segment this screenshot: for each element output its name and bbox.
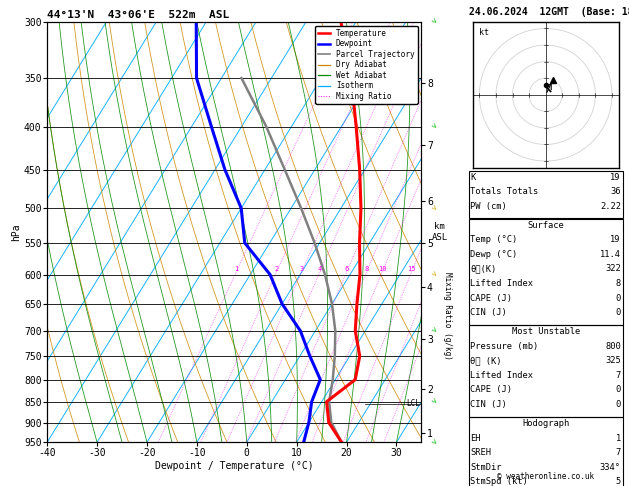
Text: Surface: Surface <box>527 221 564 230</box>
Text: 24.06.2024  12GMT  (Base: 18): 24.06.2024 12GMT (Base: 18) <box>469 7 629 17</box>
Text: Most Unstable: Most Unstable <box>511 327 580 336</box>
Y-axis label: km
ASL: km ASL <box>431 223 448 242</box>
Text: 325: 325 <box>605 356 621 365</box>
Text: 800: 800 <box>605 342 621 351</box>
Text: Totals Totals: Totals Totals <box>470 187 539 196</box>
Text: 0: 0 <box>616 400 621 409</box>
Text: 7: 7 <box>616 448 621 457</box>
Text: kt: kt <box>479 29 489 37</box>
Text: Mixing Ratio (g/kg): Mixing Ratio (g/kg) <box>443 272 452 360</box>
Text: >: > <box>428 122 438 132</box>
Text: 1: 1 <box>616 434 621 443</box>
Text: 15: 15 <box>408 266 416 272</box>
Text: >: > <box>428 17 438 27</box>
Text: Lifted Index: Lifted Index <box>470 279 533 288</box>
Text: 11.4: 11.4 <box>600 250 621 259</box>
Text: EH: EH <box>470 434 481 443</box>
Text: >: > <box>428 326 438 336</box>
Text: Hodograph: Hodograph <box>522 419 569 428</box>
Text: 322: 322 <box>605 264 621 274</box>
Text: 36: 36 <box>610 187 621 196</box>
Text: 4: 4 <box>318 266 322 272</box>
Text: >: > <box>428 270 438 279</box>
Text: Lifted Index: Lifted Index <box>470 371 533 380</box>
Text: Pressure (mb): Pressure (mb) <box>470 342 539 351</box>
Text: 3: 3 <box>299 266 304 272</box>
Text: 0: 0 <box>616 308 621 317</box>
Text: θᴇ (K): θᴇ (K) <box>470 356 502 365</box>
Text: 2.22: 2.22 <box>600 202 621 211</box>
Legend: Temperature, Dewpoint, Parcel Trajectory, Dry Adiabat, Wet Adiabat, Isotherm, Mi: Temperature, Dewpoint, Parcel Trajectory… <box>315 26 418 104</box>
Text: 6: 6 <box>345 266 349 272</box>
Text: 44°13'N  43°06'E  522m  ASL: 44°13'N 43°06'E 522m ASL <box>47 10 230 20</box>
Text: >: > <box>428 397 438 407</box>
Text: StmSpd (kt): StmSpd (kt) <box>470 477 528 486</box>
Text: >: > <box>428 203 438 213</box>
Text: 19: 19 <box>610 235 621 244</box>
Text: StmDir: StmDir <box>470 463 502 472</box>
Text: CIN (J): CIN (J) <box>470 400 507 409</box>
Y-axis label: hPa: hPa <box>11 223 21 241</box>
Text: 7: 7 <box>616 371 621 380</box>
Text: Dewp (°C): Dewp (°C) <box>470 250 518 259</box>
Text: 8: 8 <box>364 266 369 272</box>
Text: >: > <box>428 437 438 447</box>
Text: K: K <box>470 173 476 182</box>
Text: 1: 1 <box>234 266 238 272</box>
Text: 0: 0 <box>616 385 621 395</box>
Text: CAPE (J): CAPE (J) <box>470 294 513 303</box>
Text: θᴇ(K): θᴇ(K) <box>470 264 497 274</box>
Text: 10: 10 <box>378 266 387 272</box>
Text: © weatheronline.co.uk: © weatheronline.co.uk <box>497 472 594 481</box>
Text: CAPE (J): CAPE (J) <box>470 385 513 395</box>
Text: 0: 0 <box>616 294 621 303</box>
Text: LCL: LCL <box>406 399 420 408</box>
Text: CIN (J): CIN (J) <box>470 308 507 317</box>
Text: 5: 5 <box>616 477 621 486</box>
Text: 2: 2 <box>275 266 279 272</box>
Text: 19: 19 <box>610 173 621 182</box>
X-axis label: Dewpoint / Temperature (°C): Dewpoint / Temperature (°C) <box>155 461 314 470</box>
Text: 334°: 334° <box>600 463 621 472</box>
Text: Temp (°C): Temp (°C) <box>470 235 518 244</box>
Text: 8: 8 <box>616 279 621 288</box>
Text: SREH: SREH <box>470 448 491 457</box>
Text: PW (cm): PW (cm) <box>470 202 507 211</box>
